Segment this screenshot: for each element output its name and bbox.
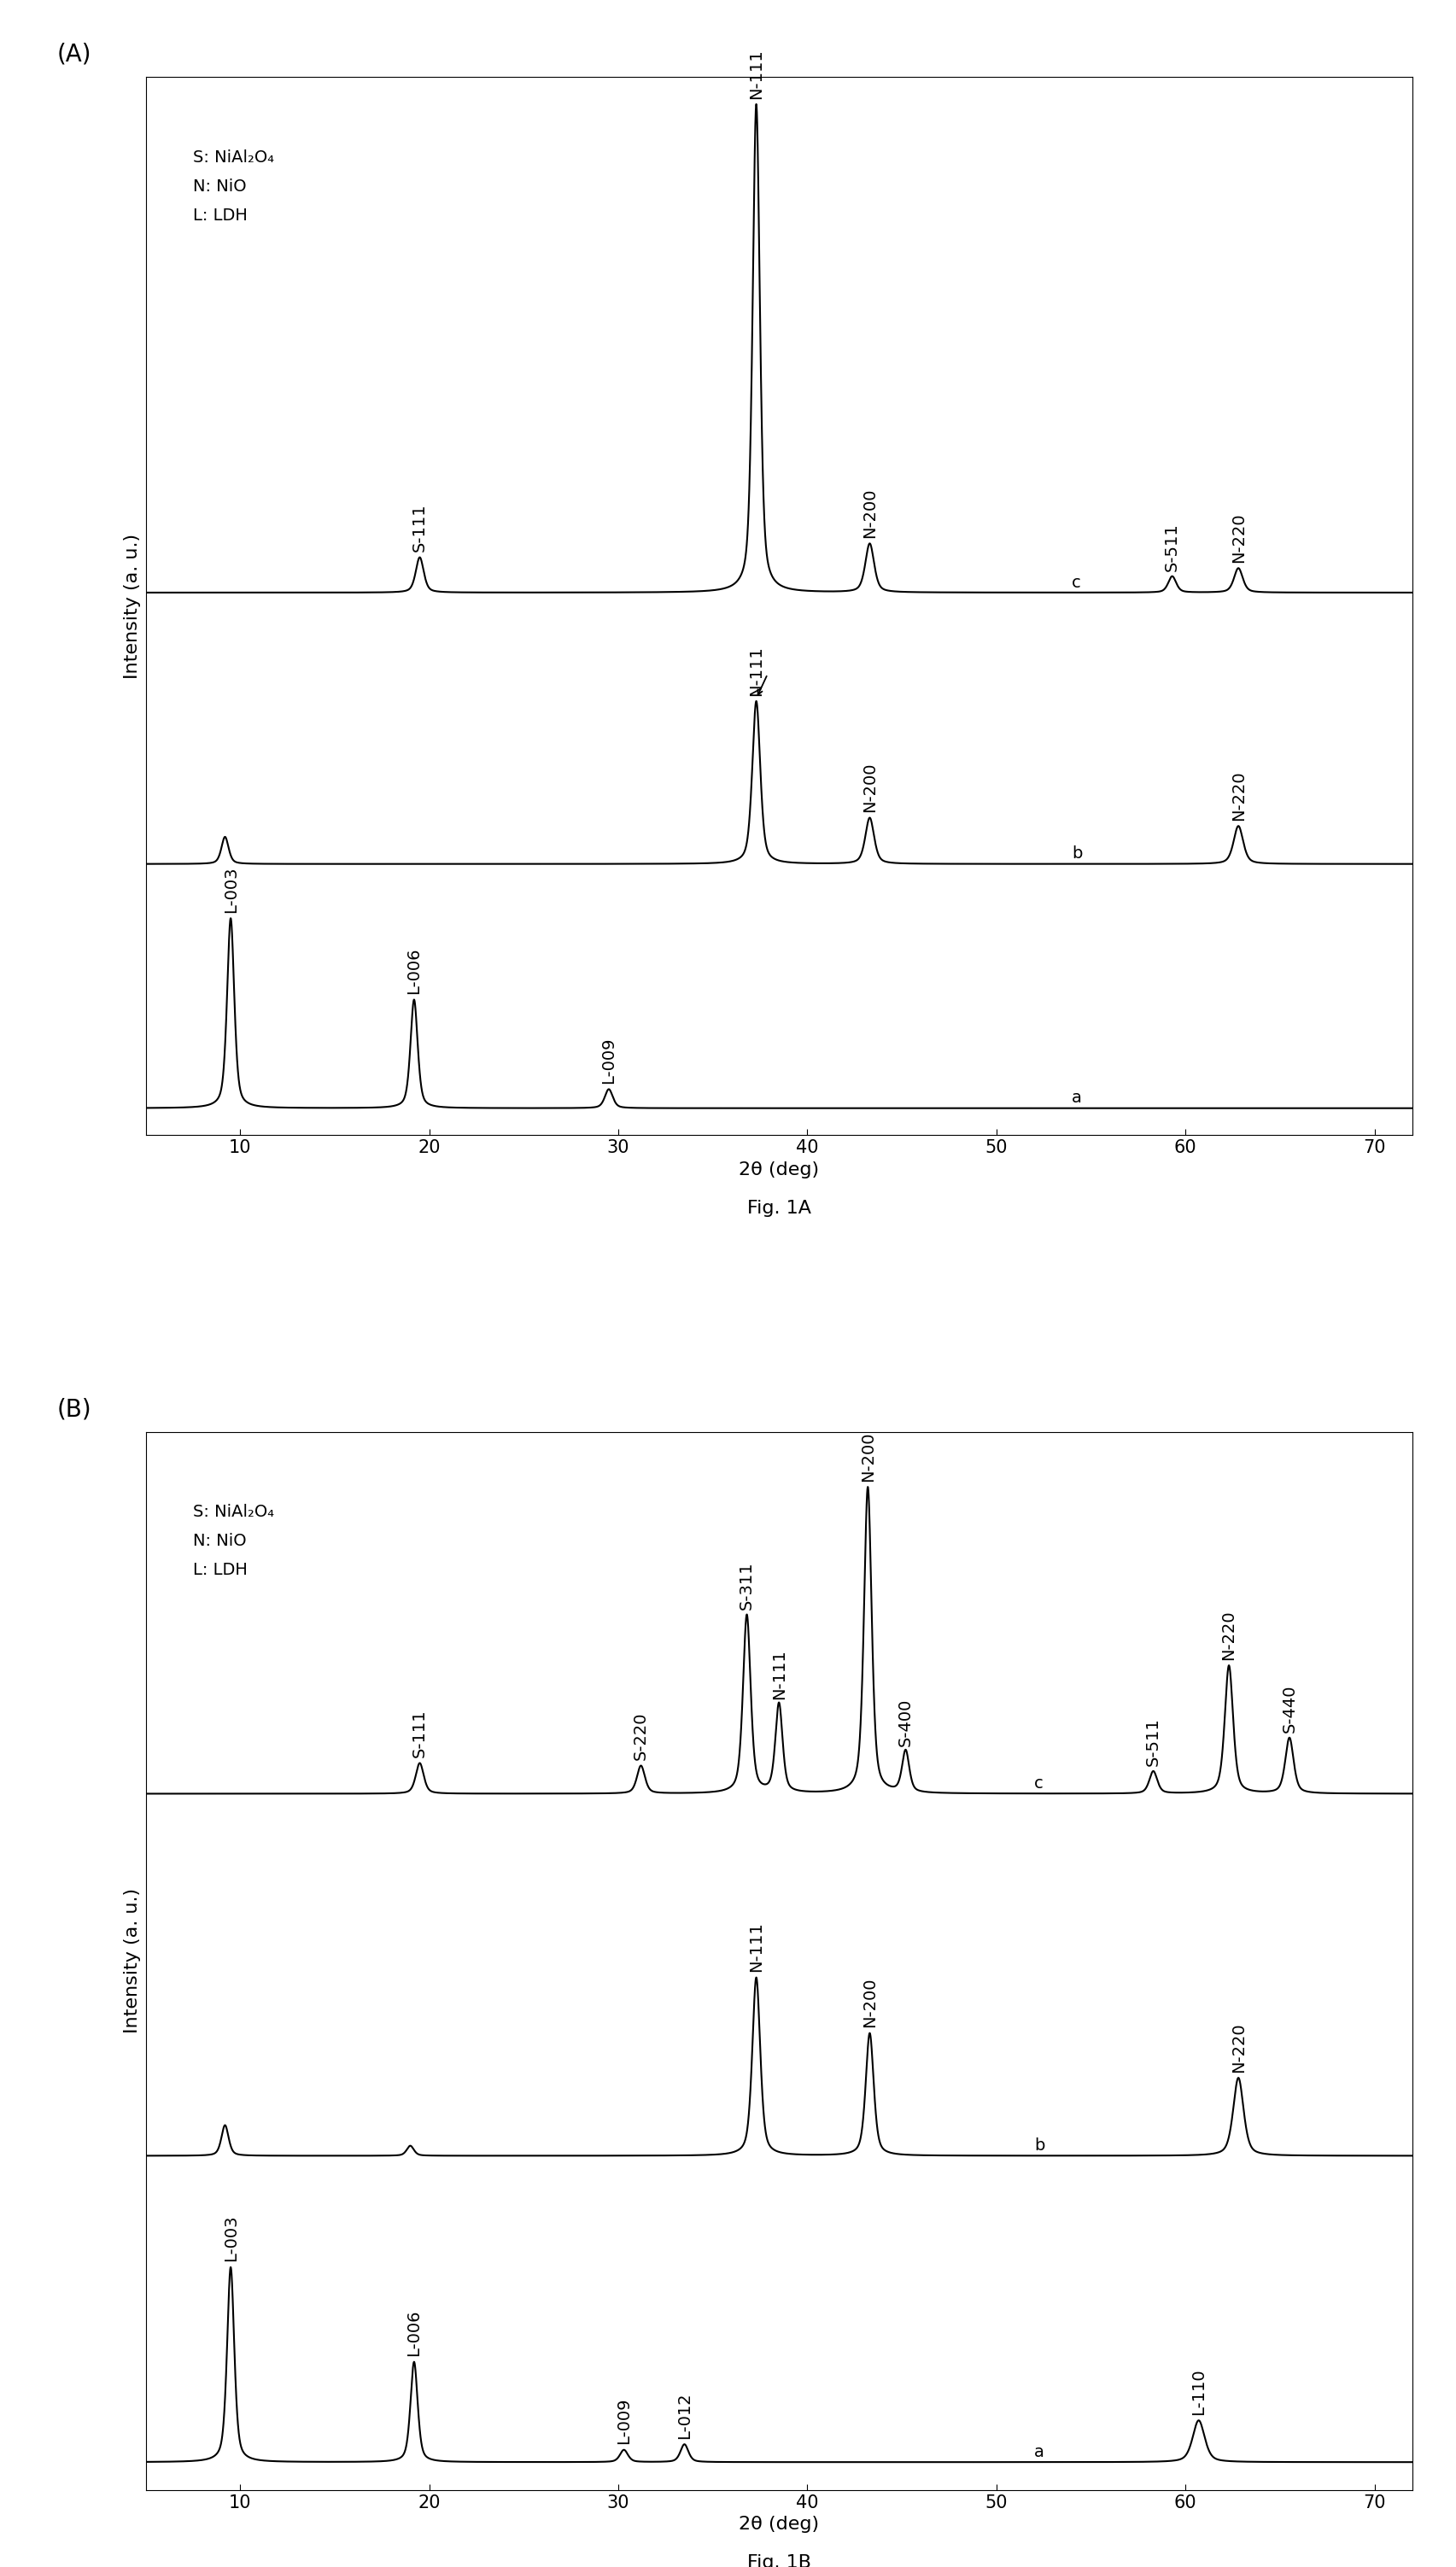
Text: a: a xyxy=(1034,2444,1044,2459)
Text: N-111: N-111 xyxy=(748,49,764,98)
Text: S-440: S-440 xyxy=(1281,1684,1297,1733)
Text: N-220: N-220 xyxy=(1230,2023,1246,2072)
Text: S-511: S-511 xyxy=(1165,524,1181,570)
Text: N-111: N-111 xyxy=(770,1648,788,1699)
Text: N-111: N-111 xyxy=(748,1923,764,1971)
Text: S-400: S-400 xyxy=(897,1699,914,1746)
Text: S: NiAl₂O₄
N: NiO
L: LDH: S: NiAl₂O₄ N: NiO L: LDH xyxy=(192,1504,274,1579)
Text: N-200: N-200 xyxy=(862,1977,878,2028)
Text: N-220: N-220 xyxy=(1230,770,1246,821)
X-axis label: 2θ (deg): 2θ (deg) xyxy=(738,2516,820,2534)
Text: S-111: S-111 xyxy=(412,503,428,552)
Text: S-311: S-311 xyxy=(738,1561,754,1610)
Text: Fig. 1B: Fig. 1B xyxy=(747,2554,811,2567)
Text: b: b xyxy=(1034,2138,1045,2154)
Text: L-003: L-003 xyxy=(223,865,239,914)
Text: N-220: N-220 xyxy=(1220,1610,1238,1661)
Text: (A): (A) xyxy=(57,44,92,67)
Text: S: NiAl₂O₄
N: NiO
L: LDH: S: NiAl₂O₄ N: NiO L: LDH xyxy=(192,149,274,223)
Text: N-220: N-220 xyxy=(1230,513,1246,562)
Text: L-006: L-006 xyxy=(406,2310,422,2357)
Text: b: b xyxy=(1072,845,1083,863)
Text: N-200: N-200 xyxy=(862,762,878,811)
Y-axis label: Intensity (a. u.): Intensity (a. u.) xyxy=(124,1889,141,2033)
Text: N-111: N-111 xyxy=(748,644,764,696)
Text: Fig. 1A: Fig. 1A xyxy=(747,1199,811,1217)
Text: N-200: N-200 xyxy=(859,1432,877,1481)
Text: (B): (B) xyxy=(57,1396,92,1422)
Text: N-200: N-200 xyxy=(862,488,878,539)
Text: S-220: S-220 xyxy=(633,1712,649,1761)
Text: S-111: S-111 xyxy=(412,1710,428,1758)
Y-axis label: Intensity (a. u.): Intensity (a. u.) xyxy=(124,534,141,678)
Text: S-511: S-511 xyxy=(1146,1717,1162,1766)
Text: c: c xyxy=(1072,575,1082,590)
Text: L-006: L-006 xyxy=(406,947,422,993)
X-axis label: 2θ (deg): 2θ (deg) xyxy=(738,1160,820,1178)
Text: L-012: L-012 xyxy=(677,2392,693,2439)
Text: L-003: L-003 xyxy=(223,2215,239,2262)
Text: L-009: L-009 xyxy=(616,2398,632,2444)
Text: L-009: L-009 xyxy=(601,1037,617,1083)
Text: a: a xyxy=(1072,1091,1082,1106)
Text: c: c xyxy=(1034,1776,1044,1792)
Text: L-110: L-110 xyxy=(1191,2369,1207,2416)
